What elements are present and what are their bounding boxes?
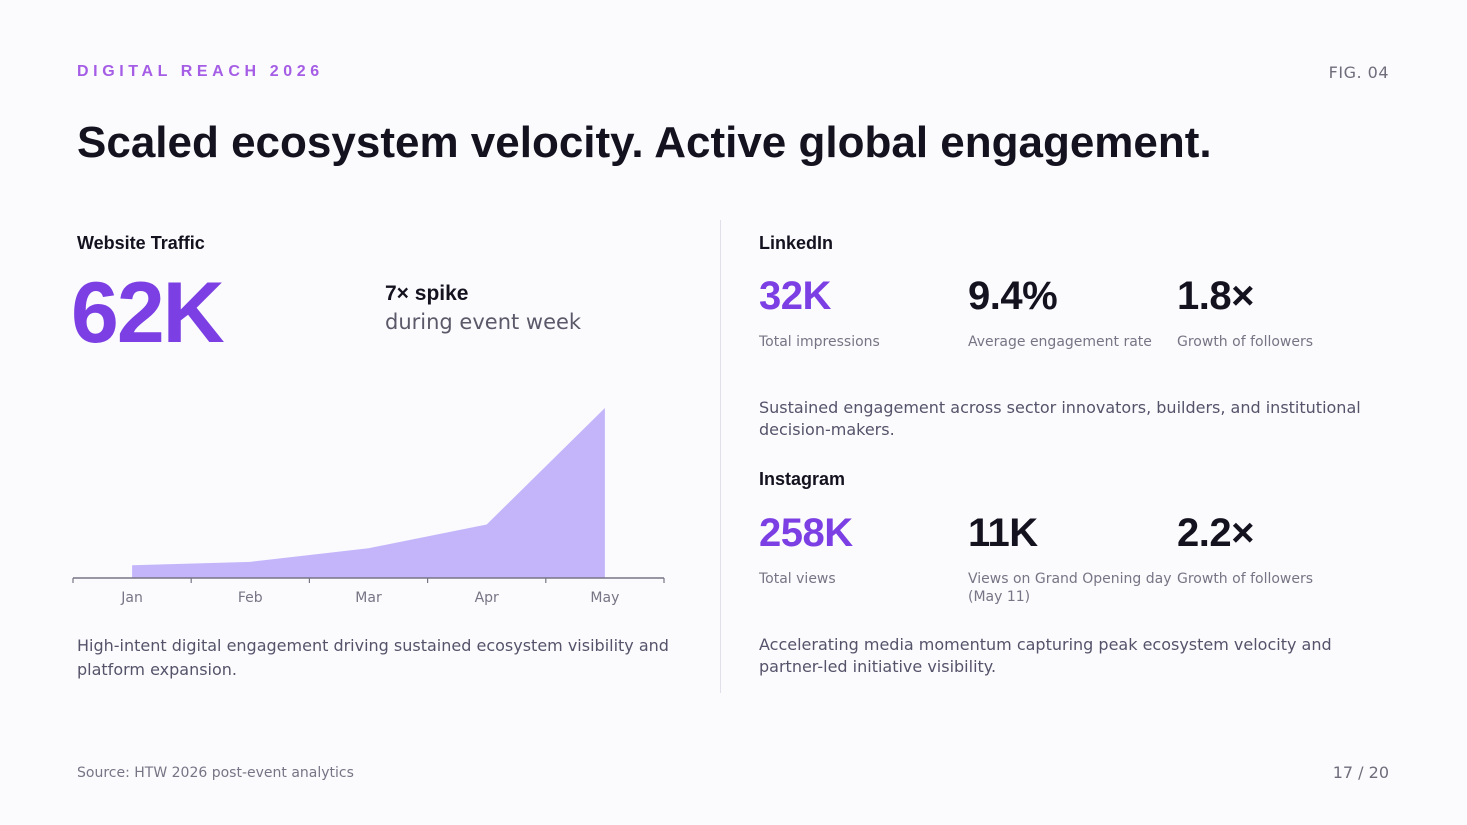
- linkedin-followers-value: 1.8×: [1177, 274, 1254, 318]
- linkedin-followers-label: Growth of followers: [1177, 334, 1314, 350]
- linkedin-engagement-value: 9.4%: [968, 274, 1058, 318]
- website-traffic-value: 62K: [71, 265, 225, 361]
- website-description: High-intent digital engagement driving s…: [77, 636, 669, 679]
- instagram-title: Instagram: [759, 469, 846, 489]
- linkedin-engagement-label: Average engagement rate: [968, 334, 1152, 350]
- linkedin-impressions-label: Total impressions: [759, 334, 880, 350]
- page-title: Scaled ecosystem velocity. Active global…: [77, 118, 1212, 167]
- x-tick-label-mar: Mar: [355, 590, 382, 606]
- instagram-followers-value: 2.2×: [1177, 511, 1254, 555]
- column-divider: [720, 220, 721, 693]
- instagram-views-label: Total views: [759, 571, 836, 587]
- traffic-area-chart: Jan Feb Mar Apr May: [72, 408, 665, 606]
- x-tick-label-may: May: [590, 590, 619, 606]
- instagram-opening-day-label: Views on Grand Opening day (May 11): [968, 571, 1172, 605]
- source-note: Source: HTW 2026 post-event analytics: [77, 765, 354, 781]
- instagram-views-value: 258K: [759, 511, 853, 555]
- eyebrow-label: DIGITAL REACH 2026: [77, 63, 324, 80]
- spike-heading: 7× spike: [385, 282, 469, 305]
- instagram-description: Accelerating media momentum capturing pe…: [759, 635, 1332, 676]
- traffic-area-series: [132, 408, 605, 578]
- x-tick-label-jan: Jan: [120, 590, 143, 606]
- page-number: 17 / 20: [1332, 763, 1389, 782]
- x-tick-label-feb: Feb: [238, 590, 263, 606]
- x-tick-label-apr: Apr: [475, 590, 499, 606]
- linkedin-impressions-value: 32K: [759, 274, 831, 318]
- figure-number: FIG. 04: [1328, 63, 1389, 82]
- instagram-followers-label: Growth of followers: [1177, 571, 1314, 587]
- linkedin-title: LinkedIn: [759, 233, 834, 253]
- website-traffic-title: Website Traffic: [77, 233, 205, 253]
- spike-subtext: during event week: [385, 310, 582, 334]
- linkedin-description: Sustained engagement across sector innov…: [759, 398, 1361, 439]
- instagram-opening-day-value: 11K: [968, 511, 1038, 555]
